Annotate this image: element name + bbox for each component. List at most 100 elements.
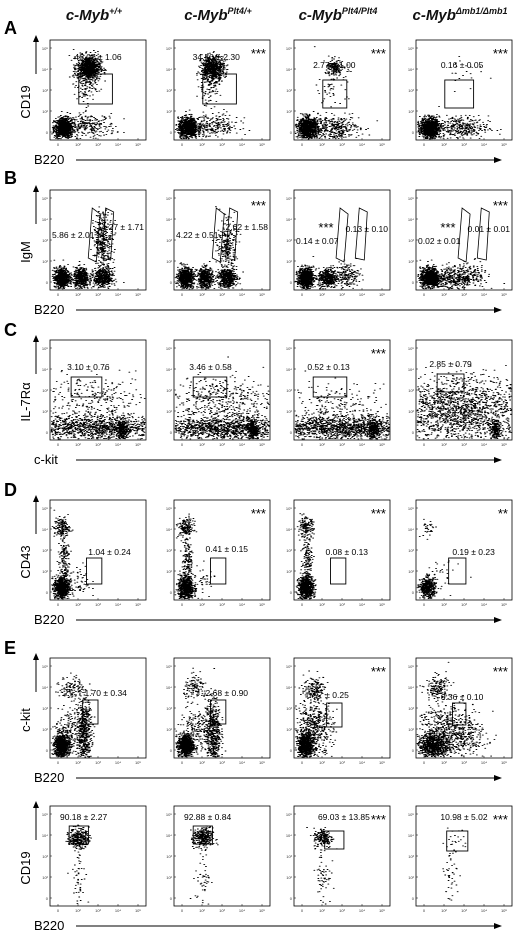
scatter-cells <box>174 513 216 600</box>
flow-plot: 10⁵ 10⁴ 10³ 10² 0 0 10² 10³ 10⁴ 10⁵ 46.07 ± 1.06 <box>42 39 147 147</box>
flow-plot: 10⁵ 10⁴ 10³ 10² 0 0 10² 10³ 10⁴ 10⁵ 3.46 ± 0.58 <box>166 339 271 447</box>
y-tick-label: 0 <box>46 590 49 595</box>
y-axis-label: CD19 <box>18 851 33 884</box>
y-tick-label: 10⁵ <box>408 664 414 669</box>
flow-plot: 10⁵ 10⁴ 10³ 10² 0 0 10² 10³ 10⁴ 10⁵ 0.16 ± 0.05 *** <box>408 39 513 147</box>
x-tick-label: 0 <box>181 602 184 607</box>
y-axis-arrowhead <box>33 185 39 192</box>
gate-box <box>192 825 213 845</box>
y-tick-label: 10³ <box>286 706 292 711</box>
gate-box <box>202 73 237 105</box>
x-tick-label: 10³ <box>95 908 101 913</box>
gate-value: 0.16 ± 0.05 <box>441 60 484 70</box>
gate-box <box>322 79 348 109</box>
y-tick-label: 10⁵ <box>42 506 48 511</box>
panel-row-e-lower: CD19 B220 10⁵ 10⁴ 10³ 10² 0 0 10² 10³ 10⁴ 10⁵ 90.18 … <box>18 801 513 933</box>
y-tick-label: 10² <box>42 109 48 114</box>
x-tick-label: 10³ <box>461 142 467 147</box>
y-axis-arrowhead <box>33 495 39 502</box>
x-tick-label: 0 <box>57 442 60 447</box>
gate-box <box>436 373 465 393</box>
y-tick-label: 10³ <box>408 854 414 859</box>
gate-box <box>210 699 227 725</box>
y-tick-label: 10⁴ <box>408 67 414 72</box>
y-tick-label: 0 <box>46 430 49 435</box>
gate-value: 0.52 ± 0.13 <box>307 362 350 372</box>
y-tick-label: 10⁴ <box>286 527 292 532</box>
x-axis-label: B220 <box>34 918 64 933</box>
y-tick-label: 0 <box>170 896 173 901</box>
y-tick-label: 10⁴ <box>166 833 172 838</box>
plot-frame <box>173 805 271 907</box>
x-tick-label: 10⁵ <box>259 142 265 147</box>
y-tick-label: 0 <box>412 590 415 595</box>
gate-left <box>335 207 349 263</box>
panel-row-b: B IgM B220 10⁵ 10⁴ 10³ 10² 0 0 10² 10³ 10⁴ 10⁵ 5.86 ±… <box>4 168 513 317</box>
gate-box <box>68 825 89 845</box>
x-tick-label: 10² <box>75 292 81 297</box>
scatter-cells <box>295 513 317 600</box>
y-tick-label: 10⁴ <box>286 685 292 690</box>
x-axis-label: B220 <box>34 612 64 627</box>
y-tick-label: 10² <box>166 409 172 414</box>
x-tick-label: 10³ <box>461 292 467 297</box>
y-tick-label: 10⁵ <box>166 346 172 351</box>
x-tick-label: 10² <box>441 908 447 913</box>
y-tick-label: 0 <box>170 590 173 595</box>
x-tick-label: 0 <box>423 908 426 913</box>
y-tick-label: 0 <box>290 130 293 135</box>
x-tick-label: 10⁵ <box>501 292 507 297</box>
x-axis-arrowhead <box>494 775 502 781</box>
y-tick-label: 10³ <box>286 388 292 393</box>
scatter-cells <box>50 672 96 758</box>
flow-plot: 10⁵ 10⁴ 10³ 10² 0 0 10² 10³ 10⁴ 10⁵ 10.98 ± 5.02 **… <box>408 805 513 913</box>
x-tick-label: 0 <box>57 908 60 913</box>
panel-row-c: C IL-7Rα c-kit 10⁵ 10⁴ 10³ 10² 0 0 10² 10³ 10⁴ 10⁵ 3.… <box>4 320 513 467</box>
y-tick-label: 0 <box>46 748 49 753</box>
y-tick-label: 10³ <box>408 88 414 93</box>
y-tick-label: 10⁵ <box>408 46 414 51</box>
x-tick-label: 10⁴ <box>359 442 365 447</box>
y-axis-label: IL-7Rα <box>18 382 33 422</box>
y-tick-label: 10⁵ <box>286 46 292 51</box>
y-tick-label: 10⁵ <box>408 506 414 511</box>
gate-value: 1.70 ± 0.34 <box>84 688 127 698</box>
x-tick-label: 10² <box>199 442 205 447</box>
x-tick-label: 10⁵ <box>501 908 507 913</box>
scatter-cells <box>416 661 497 758</box>
y-tick-label: 10² <box>166 569 172 574</box>
gate-value: 1.04 ± 0.24 <box>88 547 131 557</box>
x-tick-label: 10³ <box>219 442 225 447</box>
significance-stars: *** <box>251 506 266 521</box>
gate-value: 0.19 ± 0.23 <box>452 547 495 557</box>
x-tick-label: 10⁵ <box>501 142 507 147</box>
gate-box <box>452 702 467 726</box>
y-tick-label: 10³ <box>166 548 172 553</box>
y-tick-label: 10⁴ <box>166 527 172 532</box>
y-tick-label: 10⁵ <box>408 346 414 351</box>
gate-value: 3.10 ± 0.76 <box>67 362 110 372</box>
y-tick-label: 10⁵ <box>286 196 292 201</box>
y-tick-label: 10³ <box>166 854 172 859</box>
flow-plot: 10⁵ 10⁴ 10³ 10² 0 0 10² 10³ 10⁴ 10⁵ 69.03 ± 13.85 *… <box>286 805 391 913</box>
gate-value: 92.88 ± 0.84 <box>184 812 231 822</box>
flow-plot: 10⁵ 10⁴ 10³ 10² 0 0 10² 10³ 10⁴ 10⁵ 0.41 ± 0.15 *** <box>166 499 271 607</box>
y-tick-label: 0 <box>290 430 293 435</box>
y-tick-label: 0 <box>412 896 415 901</box>
x-tick-label: 10² <box>319 292 325 297</box>
y-tick-label: 10² <box>42 259 48 264</box>
x-tick-label: 10⁴ <box>481 142 487 147</box>
y-tick-label: 10² <box>408 409 414 414</box>
x-tick-label: 10³ <box>339 760 345 765</box>
flow-plot: 10⁵ 10⁴ 10³ 10² 0 0 10² 10³ 10⁴ 10⁵ 2.85 ± 0.79 <box>408 339 513 447</box>
significance-stars-left: *** <box>440 220 455 235</box>
flow-plot: 10⁵ 10⁴ 10³ 10² 0 0 10² 10³ 10⁴ 10⁵ 3.10 ± 0.76 <box>42 339 147 447</box>
y-tick-label: 10² <box>166 109 172 114</box>
x-axis-label: B220 <box>34 302 64 317</box>
x-tick-label: 10³ <box>95 142 101 147</box>
y-tick-label: 10² <box>408 569 414 574</box>
y-tick-label: 10³ <box>42 238 48 243</box>
y-tick-label: 10⁵ <box>166 664 172 669</box>
scatter-cells <box>294 46 379 140</box>
significance-stars: *** <box>493 812 508 827</box>
